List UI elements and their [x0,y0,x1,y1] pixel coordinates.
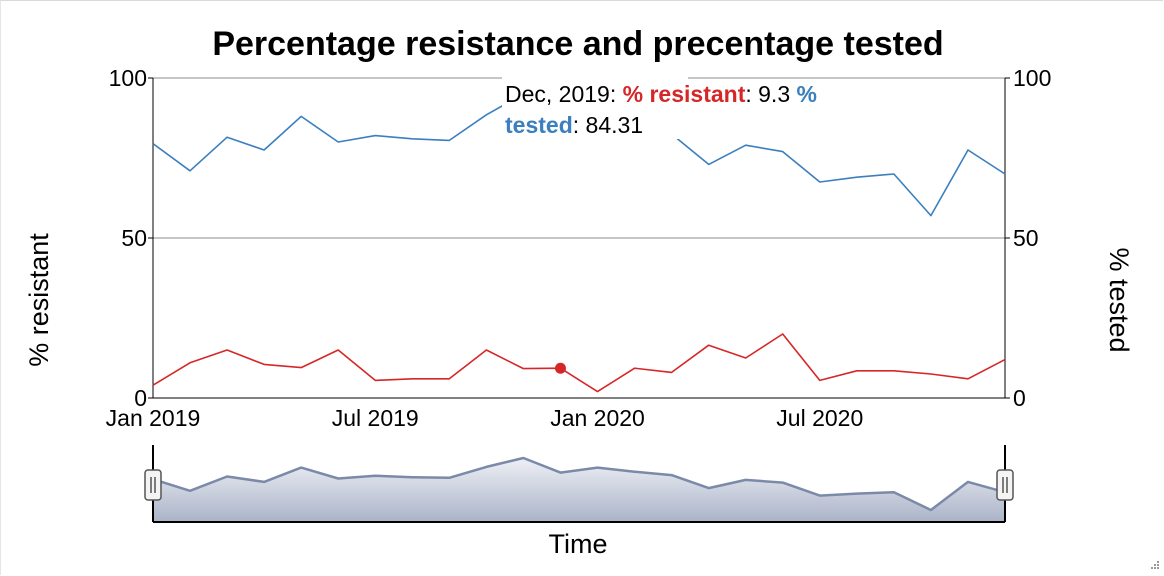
x-tick-label: Jan 2019 [106,405,201,431]
tooltip: Dec, 2019: % resistant: 9.3 % tested: 84… [502,77,817,139]
y-axis-right-title: % tested [1104,247,1134,352]
tooltip-tested-label-part1: % [797,81,817,107]
hover-marker [554,362,566,374]
series-line-resistant [152,333,1006,393]
y-right-tick-label: 100 [1013,65,1051,91]
range-navigator[interactable] [144,445,1014,523]
tooltip-background [502,77,688,139]
axes [148,77,1010,399]
tooltip-line-2: tested: 84.31 [505,112,643,138]
y-axis-left-title: % resistant [24,233,54,367]
tooltip-tested-label-part2: tested [505,112,573,138]
handle-body [144,469,162,501]
y-right-tick-label: 50 [1013,225,1039,251]
handle-body [996,469,1014,501]
tick-labels: 0 0 50 50 100 100 Jan 2019 Jul 2019 Jan 2020 Jul … [106,65,1052,431]
navigator-right-handle[interactable] [996,469,1014,501]
y-left-tick-label: 50 [121,225,147,251]
x-tick-label: Jul 2019 [332,405,419,431]
navigator-area [153,458,1005,522]
tooltip-date: Dec, 2019 [505,81,610,107]
hover-point [554,362,566,374]
x-tick-label: Jul 2020 [776,405,863,431]
x-axis-title: Time [549,529,608,559]
tooltip-line-1: Dec, 2019: % resistant: 9.3 % [505,81,817,107]
navigator-line [152,456,1006,512]
y-left-tick-label: 0 [134,385,147,411]
tooltip-resistant-value: 9.3 [758,81,790,107]
tooltip-tested-value: 84.31 [586,112,644,138]
navigator-left-handle[interactable] [144,469,162,501]
y-right-tick-label: 0 [1013,385,1026,411]
chart-title: Percentage resistance and precentage tes… [212,25,943,63]
y-left-tick-label: 100 [109,65,147,91]
resize-grip-icon[interactable] [1146,558,1160,572]
tooltip-resistant-label: % resistant [623,81,746,107]
x-tick-label: Jan 2020 [550,405,645,431]
